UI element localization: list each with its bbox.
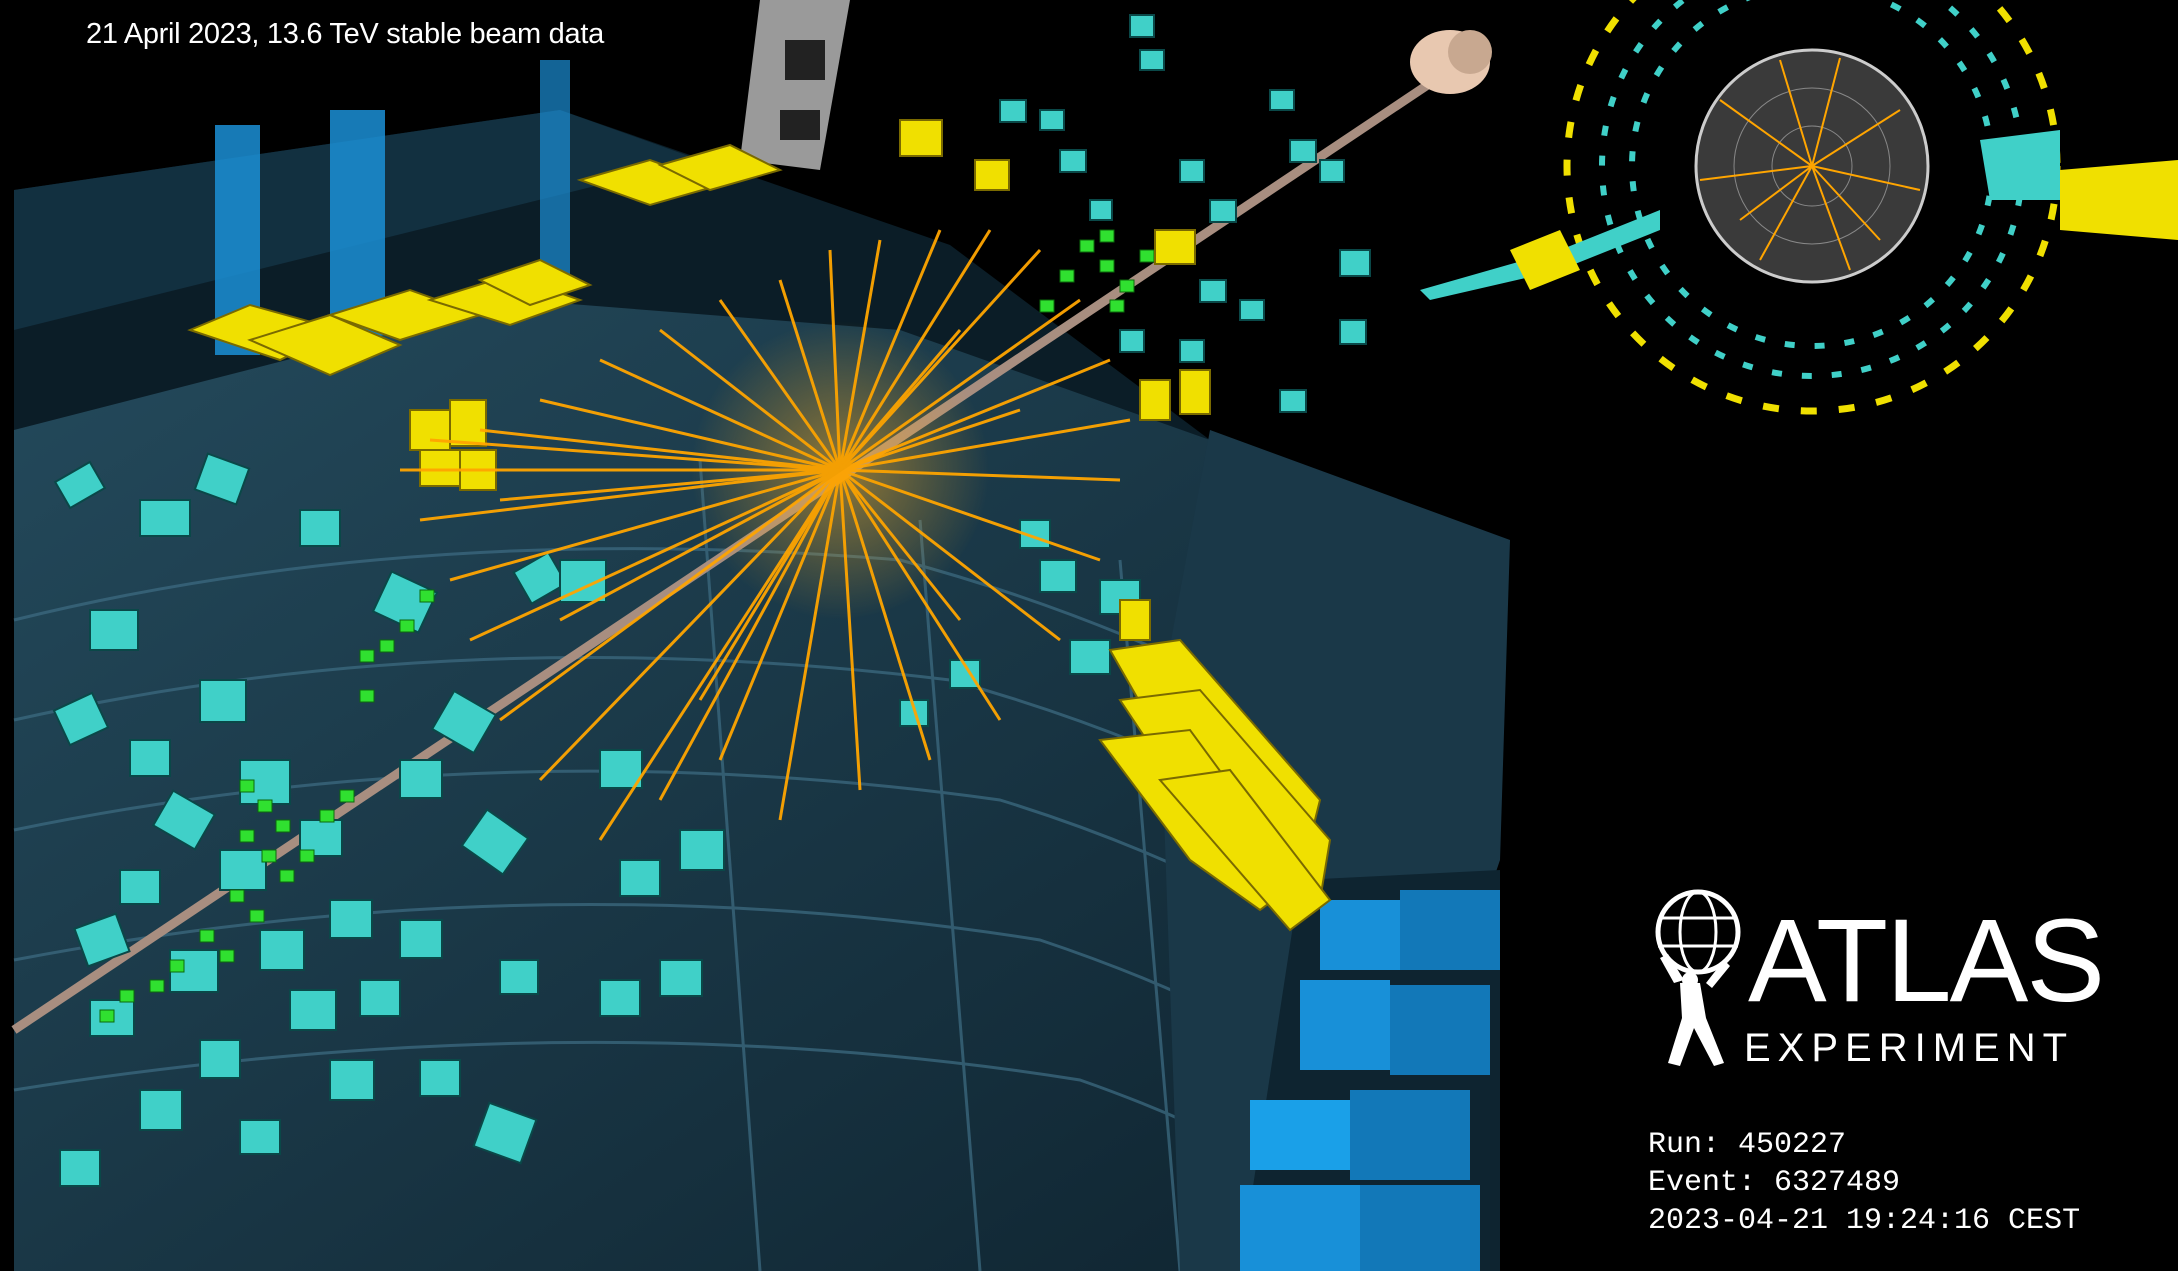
run-description: 21 April 2023, 13.6 TeV stable beam data [86, 18, 604, 50]
run-number: Run: 450227 [1648, 1128, 1847, 1162]
inner-tracker-hits [99, 229, 1155, 1023]
atlas-logo: ATLAS EXPERIMENT [1640, 888, 2105, 1078]
event-info: Run: 450227 Event: 6327489 2023-04-21 19… [1648, 1126, 2080, 1240]
event-timestamp: 2023-04-21 19:24:16 CEST [1648, 1204, 2081, 1238]
particle-tracks [400, 229, 1131, 841]
em-calorimeter-cells [52, 14, 1371, 1187]
transverse-view [1420, 0, 2178, 415]
hadronic-energy-deposits [187, 119, 1332, 932]
logo-wordmark: ATLAS [1748, 895, 2105, 1027]
logo-subtitle: EXPERIMENT [1744, 1026, 2075, 1070]
event-number: Event: 6327489 [1648, 1166, 1901, 1200]
muon-chambers [1160, 430, 1510, 1271]
atlas-figure-holding-globe-icon [1655, 889, 1741, 1066]
support-structure [740, 0, 850, 170]
